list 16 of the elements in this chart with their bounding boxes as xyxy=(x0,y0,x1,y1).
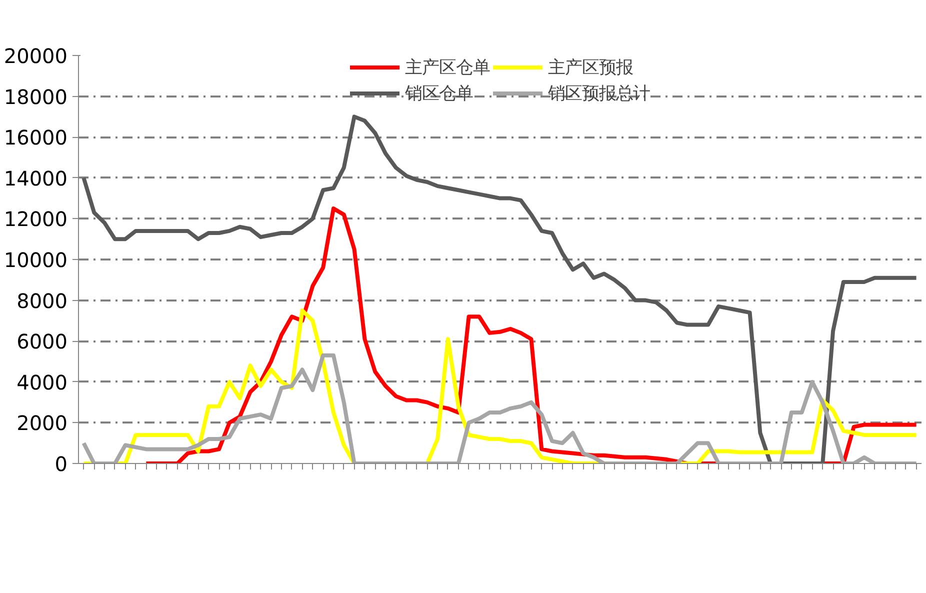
y-tick-label: 4000 xyxy=(16,370,68,394)
y-tick-label: 10000 xyxy=(4,248,68,272)
line-series xyxy=(82,114,918,464)
y-tick-label: 0 xyxy=(54,452,68,476)
line-series xyxy=(82,353,918,464)
y-tick-label: 2000 xyxy=(16,411,68,436)
legend-label: 主产区仓单 xyxy=(405,57,490,79)
y-tick-label: 16000 xyxy=(4,126,68,150)
y-tick-label: 20000 xyxy=(4,44,68,68)
legend-label: 主产区预报 xyxy=(548,57,633,79)
y-tick-label: 14000 xyxy=(4,166,68,190)
y-tick-label: 6000 xyxy=(16,330,68,354)
y-tick-label: 12000 xyxy=(4,207,68,232)
line-series xyxy=(144,206,918,464)
y-tick-label: 18000 xyxy=(4,84,68,109)
y-tick-label: 8000 xyxy=(16,288,68,313)
